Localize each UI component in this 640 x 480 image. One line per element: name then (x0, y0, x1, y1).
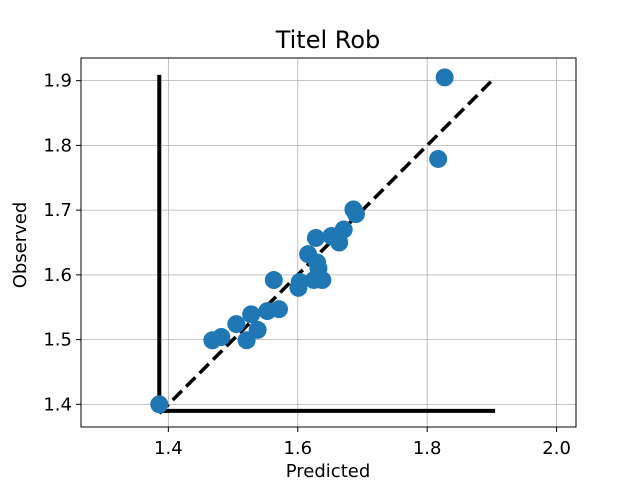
plot-frame (80, 57, 577, 428)
x-axis-label: Predicted (286, 461, 371, 480)
data-point (270, 300, 288, 319)
data-point (264, 271, 283, 290)
data-point (334, 220, 353, 239)
data-point (227, 315, 246, 334)
x-tick-label: 1.4 (154, 438, 183, 459)
y-tick-label: 1.7 (43, 200, 72, 221)
data-point (248, 320, 267, 339)
x-ticks: 1.4 1.6 1.8 2.0 (154, 427, 571, 459)
y-ticks: 1.4 1.5 1.6 1.7 1.8 1.9 (43, 71, 81, 415)
data-point (347, 205, 365, 224)
data-point (435, 68, 454, 87)
data-point (290, 272, 309, 291)
y-axis-label: Observed (10, 202, 31, 289)
data-point (429, 149, 448, 168)
y-tick-label: 1.6 (43, 265, 72, 286)
y-tick-label: 1.9 (43, 71, 72, 92)
data-points (150, 68, 454, 414)
data-point (313, 271, 332, 290)
y-tick-label: 1.5 (43, 330, 72, 351)
y-tick-label: 1.8 (43, 135, 72, 156)
data-point (306, 228, 325, 247)
data-point (242, 305, 261, 324)
y-tick-label: 1.4 (43, 394, 72, 415)
x-tick-label: 2.0 (542, 438, 571, 459)
chart-title: Titel Rob (275, 26, 381, 54)
data-point (150, 395, 169, 414)
x-tick-label: 1.6 (283, 438, 312, 459)
identity-line (158, 76, 497, 415)
reference-lines (157, 74, 497, 415)
x-tick-label: 1.8 (413, 438, 442, 459)
data-point (212, 328, 231, 347)
